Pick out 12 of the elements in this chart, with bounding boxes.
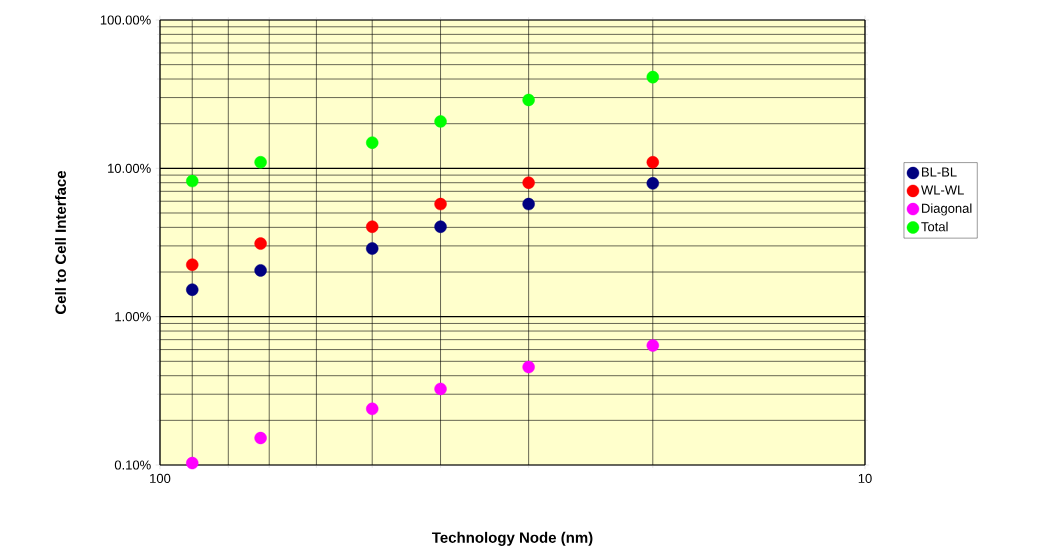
legend-label: Diagonal bbox=[922, 203, 972, 216]
y-axis-title: Cell to Cell Interface bbox=[54, 170, 66, 314]
y-tick-label: 100.00% bbox=[100, 15, 151, 25]
y-tick-label: 0.10% bbox=[114, 460, 151, 470]
x-axis-title: Technology Node (nm) bbox=[431, 531, 593, 546]
legend-label: BL-BL bbox=[922, 167, 957, 177]
legend-label: Total bbox=[921, 221, 948, 232]
legend-label: WL-WL bbox=[921, 185, 964, 195]
y-tick-label: 1.00% bbox=[115, 312, 151, 322]
x-tick-label: 100 bbox=[150, 473, 171, 483]
y-tick-label: 10.00% bbox=[108, 163, 151, 173]
x-tick-label: 10 bbox=[858, 473, 872, 483]
